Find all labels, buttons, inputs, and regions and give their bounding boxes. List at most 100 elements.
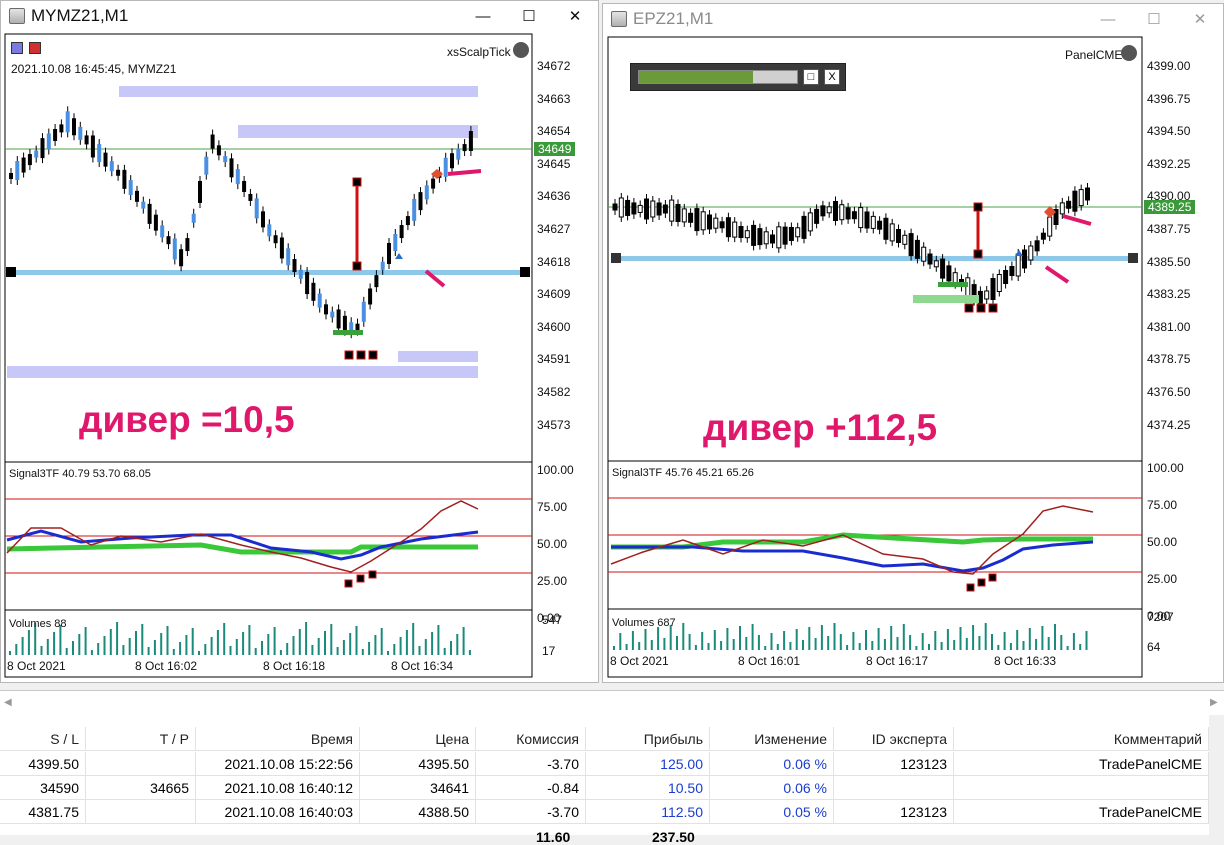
diver-marker bbox=[964, 303, 974, 313]
volume-bar bbox=[286, 643, 289, 655]
table-row[interactable]: 4381.75 2021.10.08 16:40:03 4388.50 -3.70 11… bbox=[0, 800, 1224, 824]
volume-bars bbox=[613, 623, 1088, 650]
volume-bar bbox=[928, 644, 930, 650]
window-title: MYMZ21,M1 bbox=[31, 6, 129, 25]
price-tick: 34645 bbox=[537, 156, 571, 171]
volume-bar bbox=[1009, 643, 1012, 650]
price-tick: 4376.50 bbox=[1147, 385, 1191, 399]
volume-bar bbox=[644, 629, 647, 650]
candle-body bbox=[738, 226, 744, 238]
column-header[interactable]: ID эксперта bbox=[834, 727, 954, 751]
volume-bar bbox=[405, 630, 408, 655]
minimize-button[interactable]: — bbox=[475, 7, 491, 25]
window-title: EPZ21,M1 bbox=[633, 9, 714, 28]
column-header[interactable]: Цена bbox=[360, 727, 476, 751]
footer-profit: 237.50 bbox=[652, 829, 695, 845]
table-cell: 123123 bbox=[834, 752, 954, 776]
candle-body bbox=[254, 198, 259, 219]
scroll-left-arrow[interactable]: ◀ bbox=[4, 697, 12, 708]
time-tick: 8 Oct 2021 bbox=[7, 659, 66, 673]
volume-bar bbox=[292, 636, 295, 655]
candle-body bbox=[27, 154, 32, 166]
candle-body bbox=[468, 131, 473, 151]
chart-area[interactable] bbox=[603, 34, 1223, 680]
table-cell bbox=[954, 776, 1209, 800]
candle-body bbox=[15, 161, 20, 181]
candle-body bbox=[59, 124, 64, 133]
table-cell: 0.06 % bbox=[710, 752, 834, 776]
column-header[interactable]: Изменение bbox=[710, 727, 834, 751]
template-icon[interactable] bbox=[11, 42, 23, 54]
volume-bar bbox=[726, 628, 729, 650]
diver-marker bbox=[976, 303, 986, 313]
trade-panel[interactable]: □ X bbox=[630, 63, 846, 91]
volume-bar bbox=[921, 633, 924, 650]
price-tick: 4399.00 bbox=[1147, 59, 1191, 73]
volume-bar bbox=[235, 639, 238, 655]
panel-close-button[interactable]: X bbox=[824, 69, 840, 85]
candle-body bbox=[946, 265, 952, 282]
chart-area[interactable] bbox=[1, 31, 598, 681]
volume-bar bbox=[770, 633, 773, 650]
column-header[interactable]: Комиссия bbox=[476, 727, 586, 751]
candle-body bbox=[393, 234, 398, 252]
footer-total: 11.60 bbox=[536, 829, 571, 845]
level-handle bbox=[1128, 253, 1138, 263]
volume-bar bbox=[732, 639, 735, 650]
table-row[interactable]: 34590 34665 2021.10.08 16:40:12 34641 -0.84 1… bbox=[0, 776, 1224, 800]
volume-bar bbox=[657, 627, 660, 650]
candle-body bbox=[908, 233, 914, 257]
candle-body bbox=[656, 202, 662, 216]
candle-body bbox=[279, 237, 284, 259]
column-header[interactable]: Прибыль bbox=[586, 727, 710, 751]
volume-bar bbox=[349, 633, 352, 655]
volume-bar bbox=[896, 637, 899, 650]
volume-bar bbox=[676, 636, 678, 650]
candle-body bbox=[864, 211, 870, 229]
sell-signal bbox=[431, 169, 443, 179]
candle-body bbox=[914, 239, 920, 259]
buy-signal bbox=[395, 253, 403, 259]
diver-annotation: дивер =10,5 bbox=[79, 399, 295, 440]
candle-body bbox=[795, 227, 801, 238]
volume-bar bbox=[865, 630, 867, 650]
candle-body bbox=[801, 215, 807, 239]
column-header[interactable]: S / L bbox=[0, 727, 86, 751]
volume-bar bbox=[694, 645, 697, 650]
candle-body bbox=[933, 260, 939, 268]
chart-window-mymz21[interactable]: MYMZ21,M1 — ☐ ✕ 2021.10.08 16:45:45, MYM… bbox=[0, 0, 599, 683]
maximize-button[interactable]: ☐ bbox=[1147, 11, 1161, 28]
volume-bar bbox=[833, 623, 836, 650]
candle-body bbox=[902, 234, 908, 245]
vertical-scrollbar[interactable] bbox=[1209, 715, 1224, 835]
sell-signal bbox=[1044, 206, 1056, 218]
close-button[interactable]: ✕ bbox=[568, 8, 582, 25]
indicator-icon[interactable] bbox=[29, 42, 41, 54]
candle-body bbox=[990, 278, 996, 300]
column-header[interactable]: T / P bbox=[86, 727, 196, 751]
panel-maximize-button[interactable]: □ bbox=[803, 69, 819, 85]
window-titlebar[interactable]: MYMZ21,M1 — ☐ ✕ bbox=[1, 1, 598, 31]
candle-body bbox=[355, 323, 360, 331]
zone-band bbox=[119, 86, 478, 97]
candle-body bbox=[688, 212, 694, 223]
table-row[interactable]: 4399.50 2021.10.08 15:22:56 4395.50 -3.70 12… bbox=[0, 752, 1224, 776]
table-cell: TradePanelCME bbox=[954, 800, 1209, 824]
candle-body bbox=[612, 203, 618, 211]
column-header[interactable]: Комментарий bbox=[954, 727, 1209, 751]
volume-bar bbox=[456, 634, 459, 655]
column-header[interactable]: Время bbox=[196, 727, 360, 751]
window-titlebar[interactable]: EPZ21,M1 — ☐ ✕ bbox=[603, 4, 1223, 34]
chart-window-epz21[interactable]: EPZ21,M1 — ☐ ✕ □ X PanelCME 4399.00 4396.… bbox=[602, 3, 1224, 683]
candle-body bbox=[135, 190, 139, 202]
scroll-right-arrow[interactable]: ▶ bbox=[1210, 697, 1218, 708]
indicator-tick: 75.00 bbox=[537, 500, 568, 514]
candle-body bbox=[940, 258, 946, 279]
level-handle bbox=[520, 267, 530, 277]
close-button[interactable]: ✕ bbox=[1193, 11, 1207, 28]
minimize-button[interactable]: — bbox=[1100, 10, 1116, 28]
diver-marker bbox=[973, 249, 983, 259]
diver-marker bbox=[988, 303, 998, 313]
maximize-button[interactable]: ☐ bbox=[522, 8, 536, 25]
